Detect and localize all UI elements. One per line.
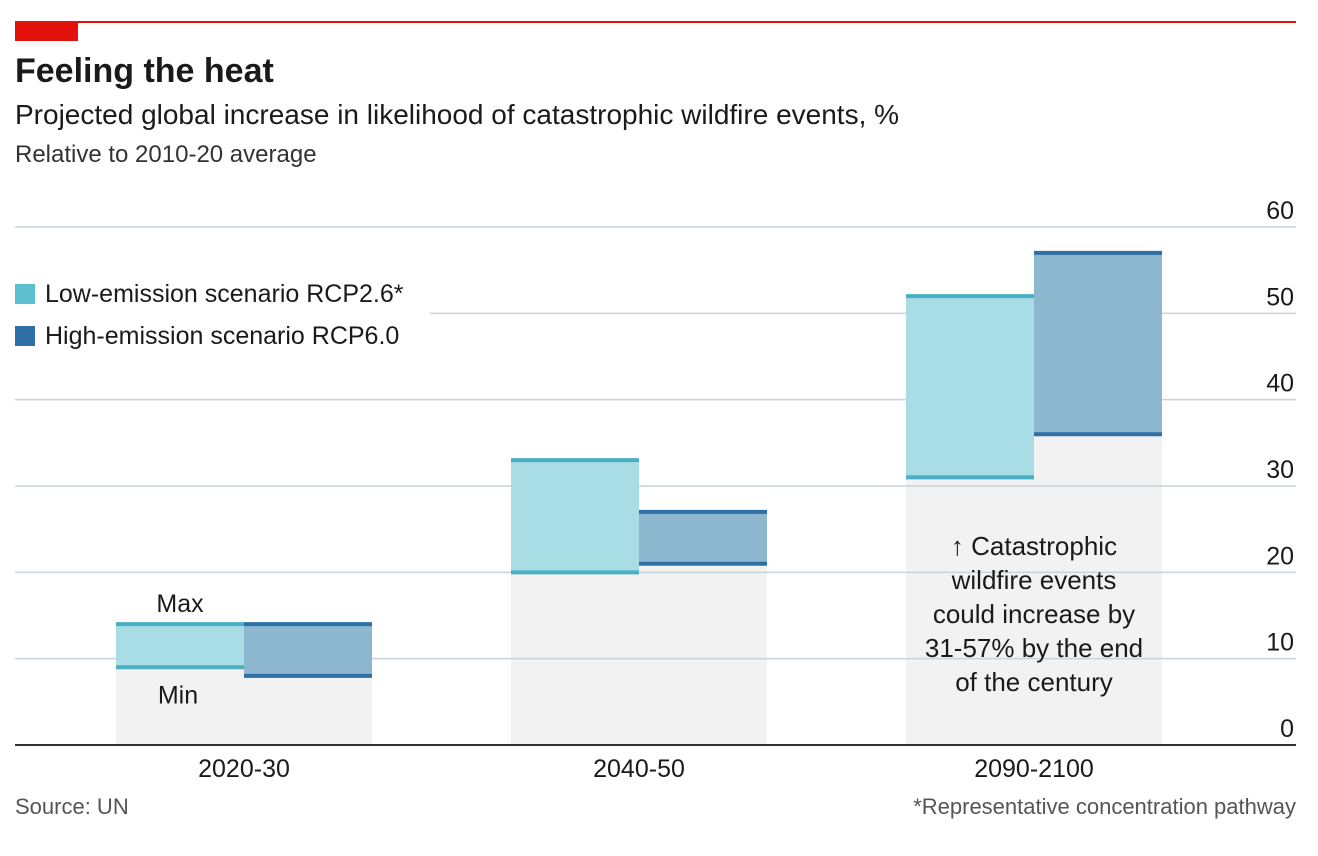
- y-tick-label: 10: [1266, 629, 1294, 657]
- legend-item-low: Low-emission scenario RCP2.6*: [15, 273, 403, 315]
- background-band: [116, 667, 244, 745]
- callout-line: 31-57% by the end: [925, 633, 1143, 663]
- x-tick-label: 2020-30: [198, 755, 290, 783]
- y-tick-label: 20: [1266, 542, 1294, 570]
- chart-note: Relative to 2010-20 average: [15, 141, 317, 168]
- y-tick-label: 0: [1280, 715, 1294, 743]
- source-note: Source: UN: [15, 794, 129, 819]
- bar: [1034, 252, 1162, 435]
- background-band: [906, 477, 1034, 745]
- legend-swatch-low: [15, 284, 35, 304]
- legend-label-high: High-emission scenario RCP6.0: [45, 321, 400, 350]
- brand-tab: [15, 21, 78, 41]
- footnote: *Representative concentration pathway: [913, 794, 1296, 819]
- background-band: [244, 675, 372, 745]
- legend-swatch-high: [15, 326, 35, 346]
- legend-label-low: Low-emission scenario RCP2.6*: [45, 279, 404, 308]
- chart-subtitle: Projected global increase in likelihood …: [15, 99, 900, 130]
- callout-line: wildfire events: [951, 565, 1117, 595]
- legend: Low-emission scenario RCP2.6* High-emiss…: [15, 273, 403, 357]
- x-tick-label: 2090-2100: [974, 755, 1094, 783]
- bar: [244, 624, 372, 676]
- min-label: Min: [158, 681, 198, 709]
- bar: [639, 511, 767, 564]
- background-band: [639, 563, 767, 745]
- callout-line: of the century: [955, 667, 1113, 697]
- y-tick-label: 50: [1266, 283, 1294, 311]
- bar: [511, 460, 639, 573]
- y-tick-label: 30: [1266, 456, 1294, 484]
- bar: [906, 296, 1034, 478]
- max-label: Max: [156, 590, 204, 618]
- bar: [116, 624, 244, 668]
- callout-line: could increase by: [933, 599, 1135, 629]
- y-tick-label: 40: [1266, 370, 1294, 398]
- legend-item-high: High-emission scenario RCP6.0: [15, 315, 403, 357]
- top-rule: [15, 21, 1296, 23]
- chart-title: Feeling the heat: [15, 52, 274, 90]
- y-tick-label: 60: [1266, 197, 1294, 225]
- x-tick-label: 2040-50: [593, 755, 685, 783]
- callout-line: ↑ Catastrophic: [951, 531, 1117, 561]
